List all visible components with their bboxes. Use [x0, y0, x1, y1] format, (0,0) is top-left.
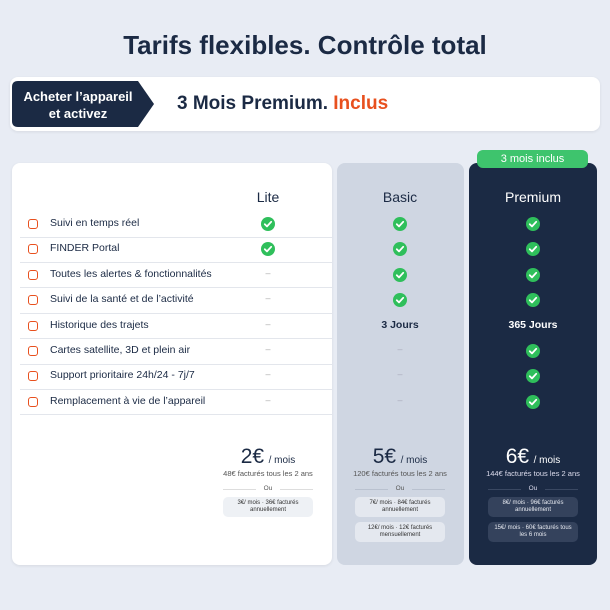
check-icon — [526, 293, 540, 308]
cell-text: – — [397, 369, 403, 380]
price-row: 2€ / mois — [208, 445, 328, 469]
price-row: 6€ / mois — [473, 445, 593, 469]
cell-text: – — [265, 267, 271, 278]
feature-icon — [28, 295, 38, 306]
feature-label: Support prioritaire 24h/24 - 7j/7 — [50, 369, 195, 382]
check-icon — [393, 267, 407, 282]
feature-icon — [28, 346, 38, 356]
price-option: 7€/ mois · 84€ facturés annuellement — [355, 497, 445, 517]
billed: 144€ facturés tous les 2 ans — [486, 469, 580, 478]
feature-label: FINDER Portal — [50, 242, 120, 255]
or: Ou — [388, 485, 412, 492]
check-icon — [261, 217, 275, 231]
billed: 48€ facturés tous les 2 ans — [223, 469, 313, 478]
cell-text: – — [397, 344, 403, 354]
price-unit: / mois — [400, 455, 428, 466]
feature-icon — [28, 371, 38, 382]
feature-label: Toutes les alertes & fonctionnalités — [50, 267, 212, 280]
cell-text: – — [265, 293, 271, 304]
or: Ou — [256, 485, 280, 492]
cell-text: 3 Jours — [381, 318, 419, 331]
check-icon — [526, 394, 540, 409]
check-icon — [526, 242, 540, 257]
feature-label: Remplacement à vie de l’appareil — [50, 394, 206, 407]
banner-tag: et activez — [48, 106, 108, 121]
price: 6€ — [505, 445, 530, 468]
feature-label: Historique des trajets — [50, 318, 149, 331]
banner-text-main: 3 Mois Premium. — [177, 93, 328, 114]
feature-label: Suivi en temps réel — [50, 217, 140, 229]
check-icon — [393, 217, 407, 231]
premium-badge: 3 mois inclus — [477, 150, 588, 168]
banner-tag-bg — [12, 81, 154, 127]
cell-text: – — [265, 369, 271, 380]
feature-icon — [28, 320, 38, 331]
check-icon — [526, 369, 540, 384]
plan-name: Basic — [382, 189, 418, 205]
cell-text: – — [265, 318, 271, 329]
feature-icon — [28, 269, 38, 280]
feature-icon — [28, 219, 38, 229]
row-line — [20, 414, 332, 416]
page-title: Tarifs flexibles. Contrôle total — [123, 30, 487, 60]
price-option: 15€/ mois · 60€ facturés tous les 6 mois — [488, 522, 578, 542]
feature-label: Cartes satellite, 3D et plein air — [50, 344, 191, 356]
plan-name: Lite — [256, 189, 280, 205]
check-icon — [526, 344, 540, 358]
row-line — [20, 363, 332, 365]
check-icon — [393, 293, 407, 308]
feature-label: Suivi de la santé et de l’activité — [50, 293, 194, 306]
billed: 120€ facturés tous les 2 ans — [353, 469, 447, 478]
price: 2€ — [240, 445, 265, 468]
check-icon — [393, 242, 407, 257]
cell-text: – — [265, 394, 271, 405]
check-icon — [261, 242, 275, 257]
cell-text: 365 Jours — [508, 318, 558, 331]
row-line — [20, 388, 332, 390]
banner-tag: Acheter l’appareil — [23, 89, 133, 104]
row-line — [20, 236, 332, 238]
price-row: 5€ / mois — [340, 445, 460, 469]
plan-name: Premium — [504, 189, 561, 205]
row-line — [20, 312, 332, 314]
price-option: 8€/ mois · 96€ facturés annuellement — [488, 497, 578, 517]
row-line — [20, 287, 332, 289]
feature-icon — [28, 396, 38, 407]
or: Ou — [521, 485, 545, 492]
row-line — [20, 261, 332, 263]
price-option: 12€/ mois · 12€ facturés mensuellement — [355, 522, 445, 542]
cell-text: – — [397, 394, 403, 405]
banner-highlight: Inclus — [333, 93, 389, 114]
price-unit: / mois — [533, 455, 561, 466]
price: 5€ — [372, 445, 397, 468]
check-icon — [526, 217, 540, 231]
cell-text: – — [265, 344, 271, 354]
feature-icon — [28, 244, 38, 255]
check-icon — [526, 267, 540, 282]
price-option: 3€/ mois · 36€ facturés annuellement — [223, 497, 313, 517]
price-unit: / mois — [268, 455, 296, 466]
banner-text: 3 Mois Premium. Inclus — [177, 93, 388, 115]
row-line — [20, 338, 332, 340]
